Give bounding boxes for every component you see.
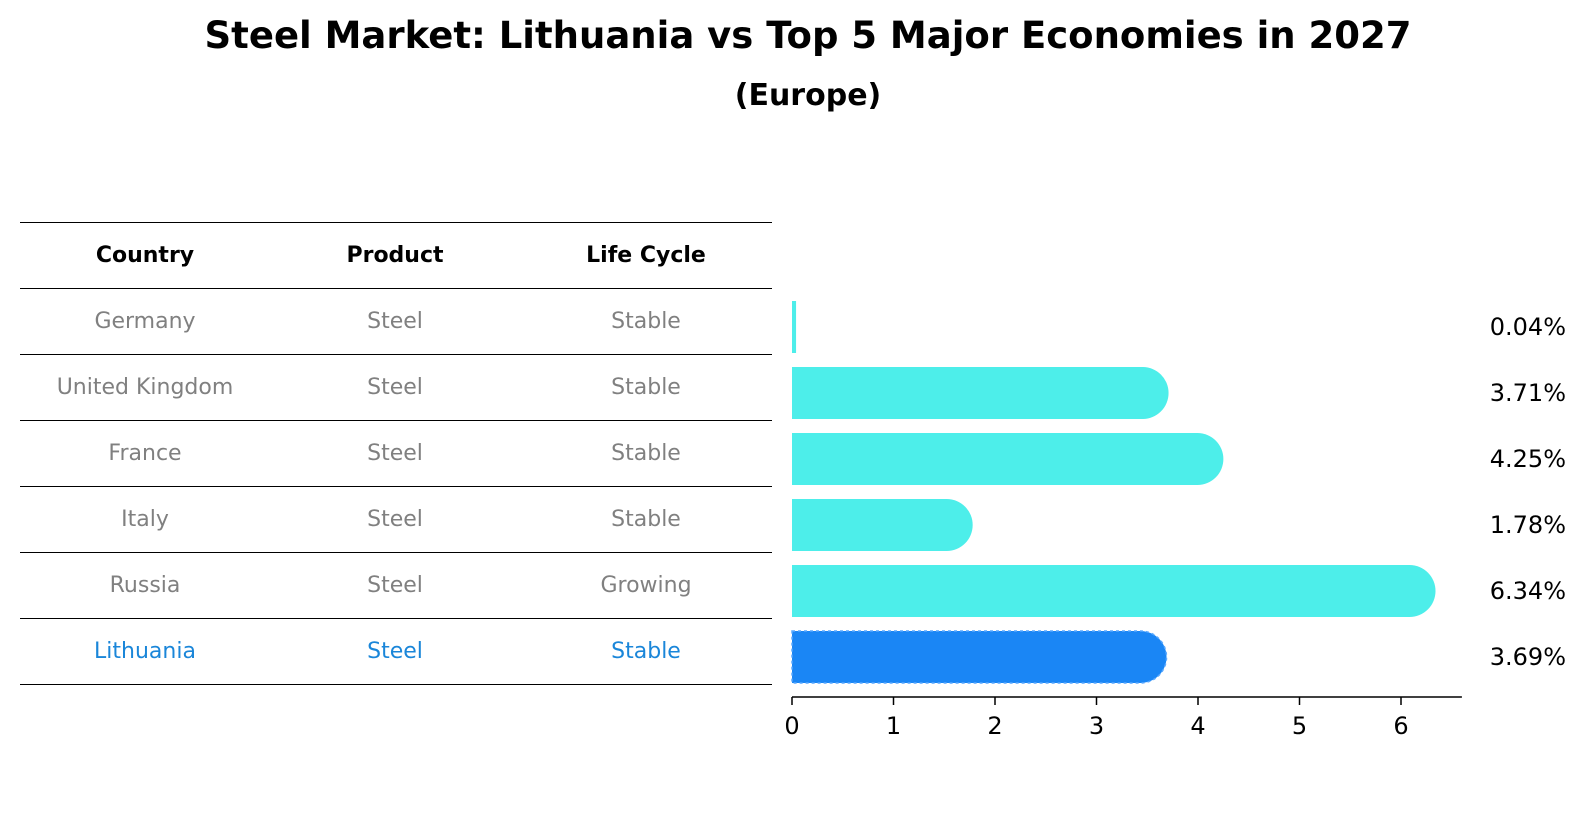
bar-value-label: 1.78% xyxy=(1490,511,1566,539)
table-header-row: Country Product Life Cycle xyxy=(20,222,772,289)
x-tick-label: 1 xyxy=(886,712,901,740)
bar-value-label: 6.34% xyxy=(1490,577,1566,605)
product-cell: Steel xyxy=(367,507,423,532)
bar xyxy=(792,367,1169,419)
bar xyxy=(792,301,797,353)
product-cell: Steel xyxy=(367,441,423,466)
product-cell: Steel xyxy=(367,573,423,598)
chart-title: Steel Market: Lithuania vs Top 5 Major E… xyxy=(204,14,1412,57)
bar xyxy=(792,631,1167,683)
country-cell: Germany xyxy=(94,309,196,334)
table-row: France Steel Stable xyxy=(20,421,772,487)
life-cycle-cell: Stable xyxy=(611,639,681,664)
product-cell: Steel xyxy=(367,375,423,400)
x-tick-label: 0 xyxy=(784,712,799,740)
x-tick-label: 6 xyxy=(1393,712,1408,740)
header-life-cycle: Life Cycle xyxy=(586,243,706,268)
chart-subtitle: (Europe) xyxy=(734,78,882,113)
table-row: Russia Steel Growing xyxy=(20,553,772,619)
bar-highlight-outline xyxy=(791,630,1168,684)
product-cell: Steel xyxy=(367,639,423,664)
bar-value-label: 0.04% xyxy=(1490,313,1566,341)
bar-value-label: 4.25% xyxy=(1490,445,1566,473)
header-product: Product xyxy=(346,243,444,268)
bar xyxy=(792,499,973,551)
life-cycle-cell: Stable xyxy=(611,375,681,400)
product-cell: Steel xyxy=(367,309,423,334)
country-cell: Russia xyxy=(109,573,181,598)
country-cell: United Kingdom xyxy=(56,375,234,400)
x-tick-label: 3 xyxy=(1089,712,1104,740)
country-cell: Lithuania xyxy=(94,639,196,664)
life-cycle-cell: Stable xyxy=(611,507,681,532)
bar-value-label: 3.69% xyxy=(1490,643,1566,671)
life-cycle-cell: Stable xyxy=(611,441,681,466)
life-cycle-cell: Stable xyxy=(611,309,681,334)
table-row: United Kingdom Steel Stable xyxy=(20,355,772,421)
bar xyxy=(792,565,1436,617)
bar-value-label: 3.71% xyxy=(1490,379,1566,407)
table-row: Germany Steel Stable xyxy=(20,289,772,355)
x-tick-label: 5 xyxy=(1292,712,1307,740)
bar xyxy=(792,433,1224,485)
country-cell: France xyxy=(108,441,182,466)
life-cycle-cell: Growing xyxy=(600,573,692,598)
x-tick-label: 4 xyxy=(1190,712,1205,740)
table-row-highlighted: Lithuania Steel Stable xyxy=(20,619,772,685)
country-cell: Italy xyxy=(121,507,169,532)
data-table: Country Product Life Cycle Germany Steel… xyxy=(20,222,772,685)
header-country: Country xyxy=(95,243,195,268)
x-tick-label: 2 xyxy=(987,712,1002,740)
table-row: Italy Steel Stable xyxy=(20,487,772,553)
